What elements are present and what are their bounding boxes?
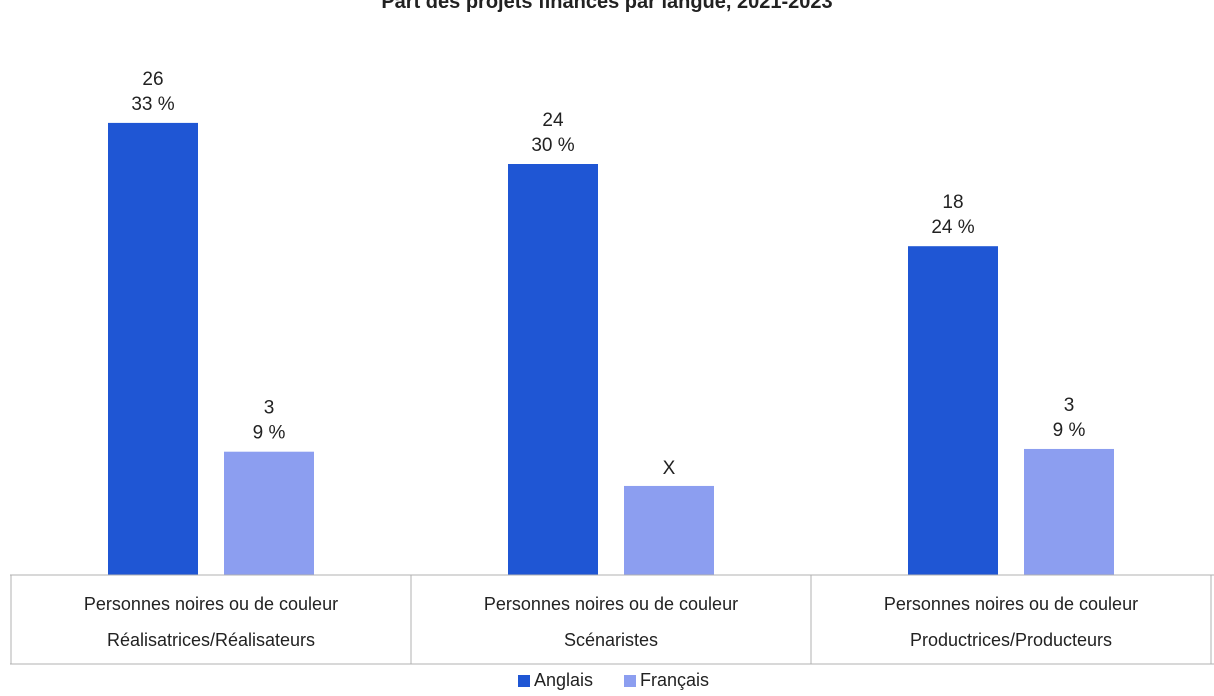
legend-label-anglais: Anglais [534,670,593,690]
bars-layer [108,122,1114,576]
legend-label-francais: Français [640,670,709,690]
category-label-line1: Personnes noires ou de couleur [484,594,738,614]
data-label-count: X [663,458,676,479]
data-label-percent: 9 % [1053,420,1086,441]
legend-swatch-anglais [518,675,530,687]
legend-swatch-francais [624,675,636,687]
data-label-count: 26 [142,69,163,90]
legend: Anglais Français [518,670,709,690]
chart-title: Part des projets financés par langue, 20… [381,0,832,13]
category-label-line2: Scénaristes [564,630,658,650]
category-axis: Personnes noires ou de couleur Réalisatri… [10,574,1214,665]
category-label-line1: Personnes noires ou de couleur [84,594,338,614]
data-label-percent: 30 % [531,135,574,156]
category-label-line1: Personnes noires ou de couleur [884,594,1138,614]
bar-anglais [908,246,998,575]
data-label-percent: 9 % [253,423,286,444]
bar-francais [1024,448,1114,575]
data-label-count: 24 [542,110,564,131]
bar-francais [224,451,314,575]
data-label-percent: 33 % [131,94,174,115]
bar-francais [624,485,714,575]
data-label-count: 3 [264,398,275,419]
data-label-count: 3 [1064,395,1075,416]
bar-anglais [108,122,198,576]
category-label-line2: Productrices/Producteurs [910,630,1112,650]
data-labels-layer: 26 33 % 24 30 % 18 24 % 3 9 % X 3 9 % [131,69,1085,479]
data-label-count: 18 [942,192,963,213]
bar-anglais [508,164,598,575]
data-label-percent: 24 % [931,217,974,238]
category-label-line2: Réalisatrices/Réalisateurs [107,630,315,650]
